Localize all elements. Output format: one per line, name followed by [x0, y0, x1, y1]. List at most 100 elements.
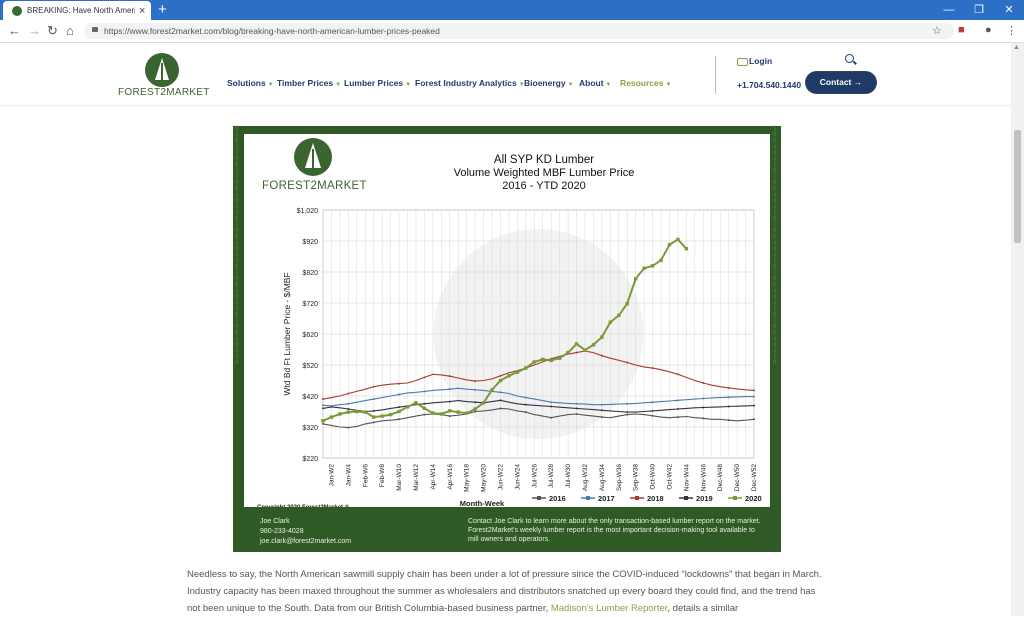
point-2018 [575, 351, 578, 354]
series-line-2018 [322, 350, 755, 400]
key-icon [737, 58, 748, 66]
point-2020 [583, 348, 587, 352]
x-tick-label: May-W20 [481, 464, 488, 492]
x-tick-label: Oct-W42 [666, 464, 673, 490]
home-icon[interactable]: ⌂ [66, 23, 74, 38]
x-tick-label: Sep-W38 [633, 464, 640, 491]
legend-marker-2020 [733, 496, 737, 500]
madisons-lumber-reporter-link[interactable]: Madison’s Lumber Reporter [550, 603, 668, 614]
x-tick-label: Dec-W52 [751, 464, 758, 491]
point-2020 [633, 277, 638, 281]
point-2020 [414, 401, 418, 405]
point-2017 [423, 390, 426, 393]
point-2018 [398, 382, 401, 385]
point-2016 [474, 410, 477, 413]
legend-label-2017: 2017 [598, 494, 615, 503]
close-window-icon[interactable]: ✕ [1004, 4, 1014, 16]
login-link[interactable]: Login [749, 56, 773, 66]
point-2020 [422, 406, 427, 411]
x-tick-label: Jun-W24 [514, 464, 521, 490]
address-bar[interactable]: https://www.forest2market.com/blog/break… [84, 23, 954, 39]
point-2016 [753, 418, 755, 421]
nav-solutions[interactable]: Solutions ▼ [227, 78, 274, 88]
scrollbar-thumb[interactable] [1014, 130, 1021, 243]
point-2019 [499, 399, 502, 402]
point-2020 [591, 343, 596, 347]
point-2018 [347, 392, 350, 395]
point-2020 [676, 237, 680, 242]
point-2016 [550, 416, 553, 419]
point-2017 [524, 396, 527, 399]
point-2016 [398, 418, 401, 421]
back-icon[interactable]: ← [8, 23, 21, 38]
bookmark-star-icon[interactable]: ☆ [932, 25, 942, 37]
x-tick-label: Aug-W34 [599, 464, 606, 491]
nav-lumber-prices[interactable]: Lumber Prices ▼ [344, 78, 412, 88]
point-2017 [347, 402, 350, 405]
point-2017 [676, 399, 679, 402]
nav-timber-prices[interactable]: Timber Prices ▼ [277, 78, 342, 88]
nav-bioenergy[interactable]: Bioenergy ▼ [524, 78, 574, 88]
x-tick-label: Feb-W6 [362, 464, 369, 488]
point-2017 [499, 391, 502, 394]
new-tab-icon[interactable]: + [158, 1, 167, 18]
point-2020 [625, 301, 629, 306]
point-2018 [372, 385, 375, 388]
point-2020 [498, 378, 503, 383]
point-2017 [550, 401, 553, 404]
y-tick-label: $420 [302, 394, 318, 401]
x-tick-label: Apr-W16 [447, 464, 454, 490]
phone-number[interactable]: +1.704.540.1440 [737, 80, 802, 90]
site-logo-tree-icon[interactable] [145, 53, 179, 87]
x-tick-label: Jun-W22 [497, 464, 504, 490]
nav-about[interactable]: About ▼ [579, 78, 612, 88]
point-2020 [456, 410, 460, 414]
scroll-up-icon[interactable]: ▲ [1013, 44, 1020, 51]
point-2017 [626, 402, 629, 405]
point-2020 [363, 410, 367, 414]
profile-icon[interactable]: ● [985, 24, 992, 36]
point-2018 [702, 381, 705, 384]
x-tick-label: May-W18 [464, 464, 471, 492]
lock-icon [92, 27, 98, 32]
x-tick-label: Jul-W26 [531, 464, 538, 488]
point-2019 [524, 403, 527, 406]
point-2017 [474, 388, 477, 391]
scrollbar-track[interactable] [1011, 43, 1024, 616]
point-2020 [642, 266, 646, 270]
point-2016 [524, 411, 527, 414]
menu-icon[interactable]: ⋮ [1006, 25, 1017, 37]
point-2016 [651, 414, 654, 417]
point-2020 [473, 407, 477, 411]
legend-marker-2017 [586, 496, 590, 500]
legend-label-2018: 2018 [647, 494, 664, 503]
reload-icon[interactable]: ↻ [47, 23, 58, 38]
footer-contact-phone: 980-233-4028 [260, 528, 304, 535]
point-2018 [474, 380, 477, 383]
nav-forest-industry-analytics[interactable]: Forest Industry Analytics ▼ [415, 78, 525, 88]
lumber-price-chart-image: 0101100110010110100101101001011010010110… [233, 126, 781, 552]
point-2018 [651, 367, 654, 370]
point-2020 [515, 370, 520, 374]
browser-tab-strip: BREAKING: Have North American × + — ❐ ✕ [0, 0, 1024, 20]
point-2020 [397, 409, 401, 414]
extension-icon[interactable]: ■ [958, 24, 965, 36]
legend-label-2020: 2020 [745, 494, 762, 503]
minimize-icon[interactable]: — [943, 4, 955, 16]
restore-icon[interactable]: ❐ [974, 4, 984, 16]
browser-tab[interactable]: BREAKING: Have North American × [3, 1, 151, 20]
point-2019 [372, 409, 375, 412]
point-2016 [448, 415, 451, 418]
binary-decoration-right: 1001011010010110100101101001011010010110 [773, 125, 777, 366]
close-tab-icon[interactable]: × [139, 4, 146, 17]
y-tick-label: $820 [302, 270, 318, 277]
forward-icon[interactable]: → [28, 23, 41, 38]
point-2016 [322, 422, 324, 425]
chart-title: All SYP KD Lumber [493, 154, 595, 166]
nav-resources[interactable]: Resources ▼ [620, 78, 672, 88]
site-logo-text[interactable]: FOREST2MARKET [118, 87, 210, 98]
tab-title: BREAKING: Have North American [27, 6, 135, 15]
contact-button[interactable]: Contact → [806, 72, 876, 93]
point-2019 [347, 408, 350, 411]
search-icon[interactable] [845, 54, 854, 63]
